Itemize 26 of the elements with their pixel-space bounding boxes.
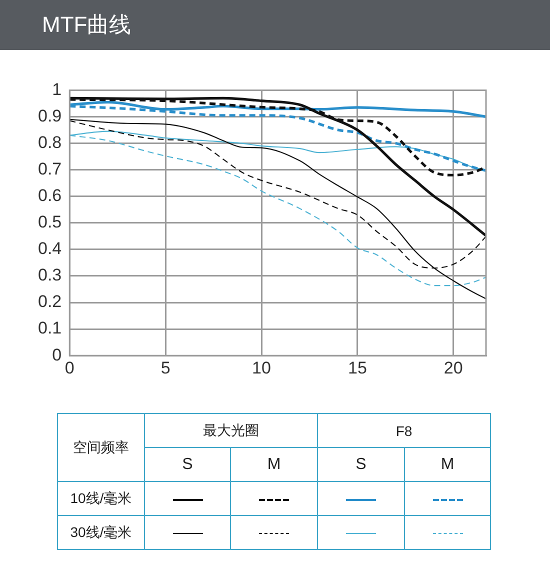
x-tick-label: 5	[160, 358, 170, 378]
y-tick-label: 0.7	[38, 160, 62, 179]
y-tick-label: 0.3	[38, 266, 62, 285]
y-tick-label: 0.5	[38, 212, 62, 232]
text: 最大光圈	[144, 414, 318, 448]
text: 30线/毫米	[58, 516, 144, 550]
text: 空间频率	[58, 414, 144, 482]
x-tick-label: 20	[444, 358, 463, 378]
y-tick-label: 0.1	[38, 318, 62, 338]
y-tick-label: 0.4	[38, 239, 62, 258]
text: S	[144, 448, 230, 482]
y-tick-label: 0	[52, 345, 62, 364]
y-tick-label: 0.2	[38, 292, 62, 312]
y-tick-label: 1	[52, 80, 62, 99]
text: 10线/毫米	[58, 482, 144, 516]
text: F8	[318, 414, 490, 448]
y-tick-label: 0.8	[38, 132, 62, 152]
y-tick-label: 0.9	[38, 106, 62, 126]
y-tick-label: 0.6	[38, 186, 62, 206]
text: M	[230, 448, 318, 482]
x-tick-label: 15	[348, 358, 367, 378]
text: M	[404, 448, 490, 482]
text: S	[318, 448, 404, 482]
chart-title: MTF曲线	[42, 12, 132, 37]
x-tick-label: 10	[252, 358, 271, 378]
x-tick-label: 0	[64, 358, 74, 378]
